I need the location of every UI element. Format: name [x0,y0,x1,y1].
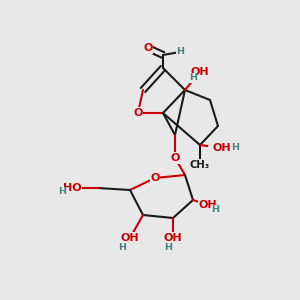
Text: H: H [176,47,184,56]
Text: HO: HO [63,183,81,193]
Text: H: H [164,242,172,251]
Text: H: H [211,206,219,214]
Text: OH: OH [121,233,139,243]
Text: O: O [150,173,160,183]
Text: O: O [143,43,153,53]
Text: OH: OH [213,143,231,153]
Text: CH₃: CH₃ [190,160,210,170]
Text: OH: OH [199,200,217,210]
Text: OH: OH [164,233,182,243]
Text: H: H [189,74,197,82]
Text: O: O [133,108,143,118]
Text: H: H [118,244,126,253]
Text: O: O [170,153,180,163]
Text: H: H [231,143,239,152]
Text: H: H [58,188,66,196]
Text: OH: OH [191,67,209,77]
